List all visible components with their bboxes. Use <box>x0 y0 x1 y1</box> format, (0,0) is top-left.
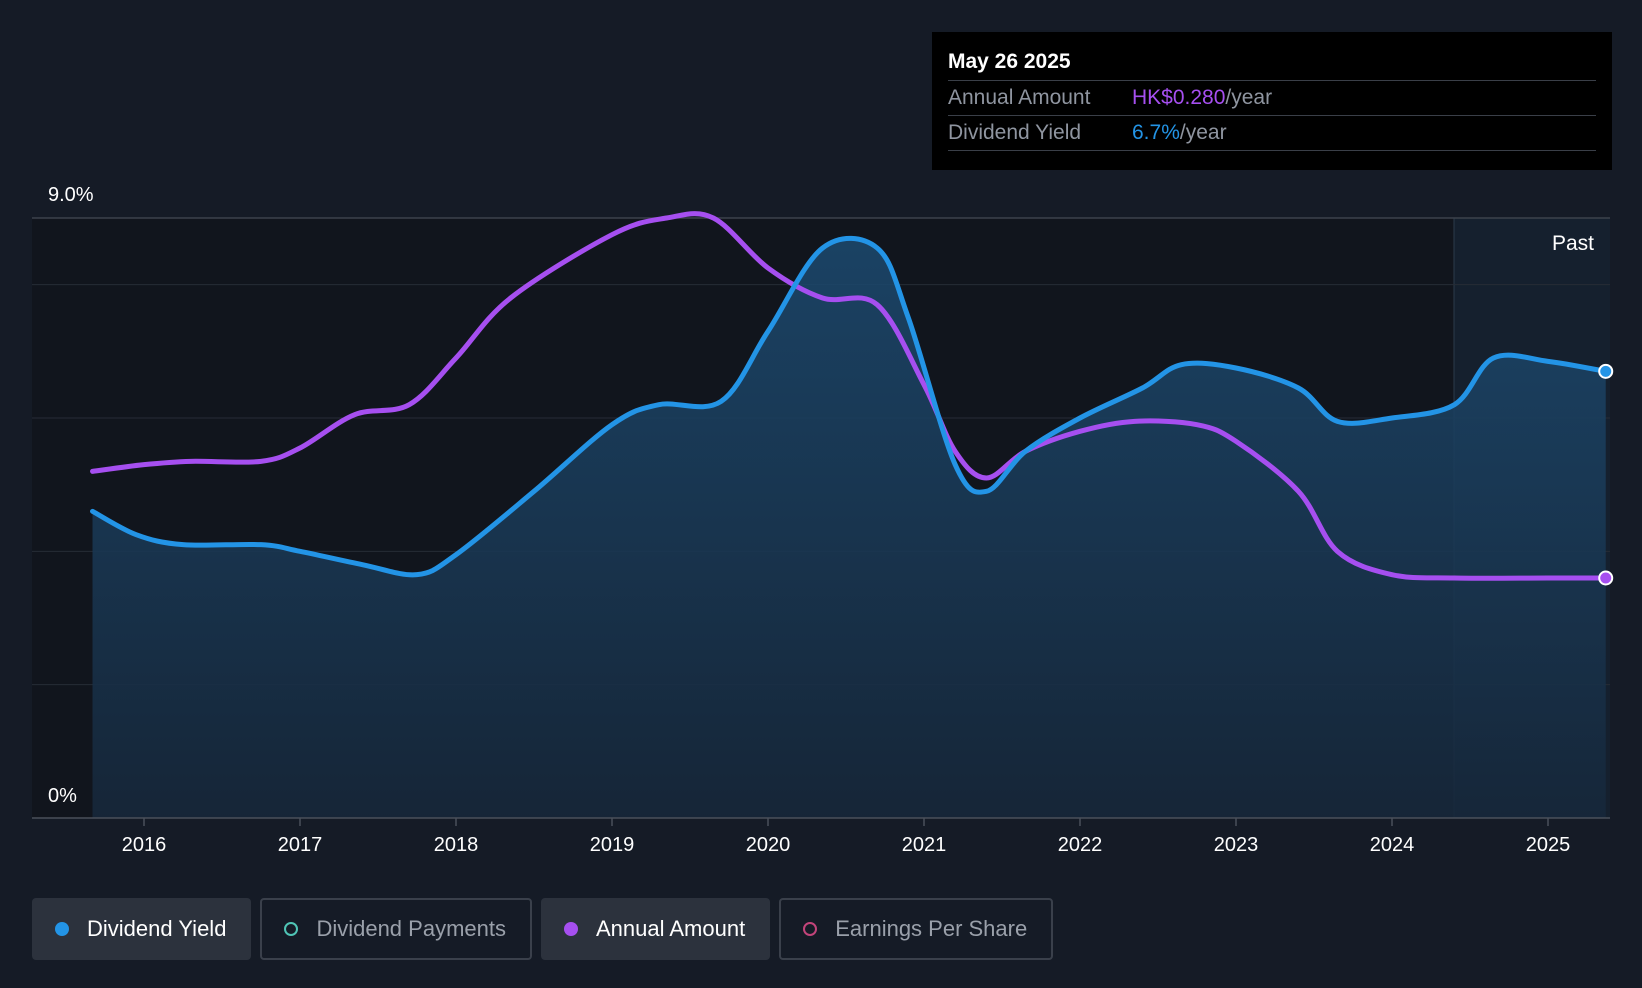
dividend-yield-area <box>92 238 1606 818</box>
legend-label: Earnings Per Share <box>835 916 1028 941</box>
legend-label: Annual Amount <box>595 916 746 941</box>
legend-dot-icon <box>55 922 69 936</box>
dividend-yield-line <box>90 235 1609 578</box>
legend-dividend-payments-button[interactable]: Dividend Payments <box>260 898 532 960</box>
x-tick-label: 2017 <box>278 834 323 856</box>
tooltip-label: Dividend Yield <box>948 121 1082 144</box>
legend-dividend-yield-button[interactable]: Dividend Yield <box>32 898 252 960</box>
legend-dot-icon <box>284 922 299 936</box>
legend-dot-icon <box>803 922 818 936</box>
tooltip: May 26 2025 Annual Amount HK$0.280 /year… <box>932 32 1612 170</box>
x-tick-label: 2018 <box>434 834 479 856</box>
x-tick-label: 2016 <box>122 834 167 856</box>
y-tick-top: 9.0% <box>48 184 94 206</box>
x-tick-label: 2022 <box>1058 834 1103 856</box>
x-tick-label: 2021 <box>902 834 947 856</box>
legend: Dividend Yield Dividend Payments Annual … <box>32 898 1062 960</box>
past-label: Past <box>1552 232 1594 255</box>
x-tick-label: 2023 <box>1214 834 1259 856</box>
x-tick-label: 2019 <box>590 834 635 856</box>
tooltip-value: HK$0.280 <box>1132 86 1226 109</box>
y-tick-bottom: 0% <box>48 785 77 807</box>
annual-amount-line <box>90 211 1609 581</box>
tooltip-value: 6.7% <box>1132 121 1180 144</box>
tooltip-row-dividend-yield: Dividend Yield 6.7% /year <box>948 115 1596 151</box>
tooltip-row-annual-amount: Annual Amount HK$0.280 /year <box>948 80 1596 115</box>
tooltip-unit: /year <box>1179 121 1227 144</box>
legend-annual-amount-button[interactable]: Annual Amount <box>540 898 771 960</box>
tooltip-date: May 26 2025 <box>948 50 1071 73</box>
dividend-yield-end-marker <box>1598 363 1614 379</box>
tooltip-label: Annual Amount <box>948 86 1091 109</box>
x-tick-label: 2020 <box>746 834 791 856</box>
x-tick-label: 2025 <box>1526 834 1571 856</box>
legend-label: Dividend Yield <box>87 916 227 941</box>
x-tick-label: 2024 <box>1370 834 1415 856</box>
tooltip-unit: /year <box>1225 86 1273 109</box>
legend-earnings-per-share-button[interactable]: Earnings Per Share <box>779 898 1054 960</box>
legend-label: Dividend Payments <box>316 916 506 941</box>
legend-dot-icon <box>563 922 578 936</box>
annual-amount-end-marker <box>1598 570 1614 586</box>
